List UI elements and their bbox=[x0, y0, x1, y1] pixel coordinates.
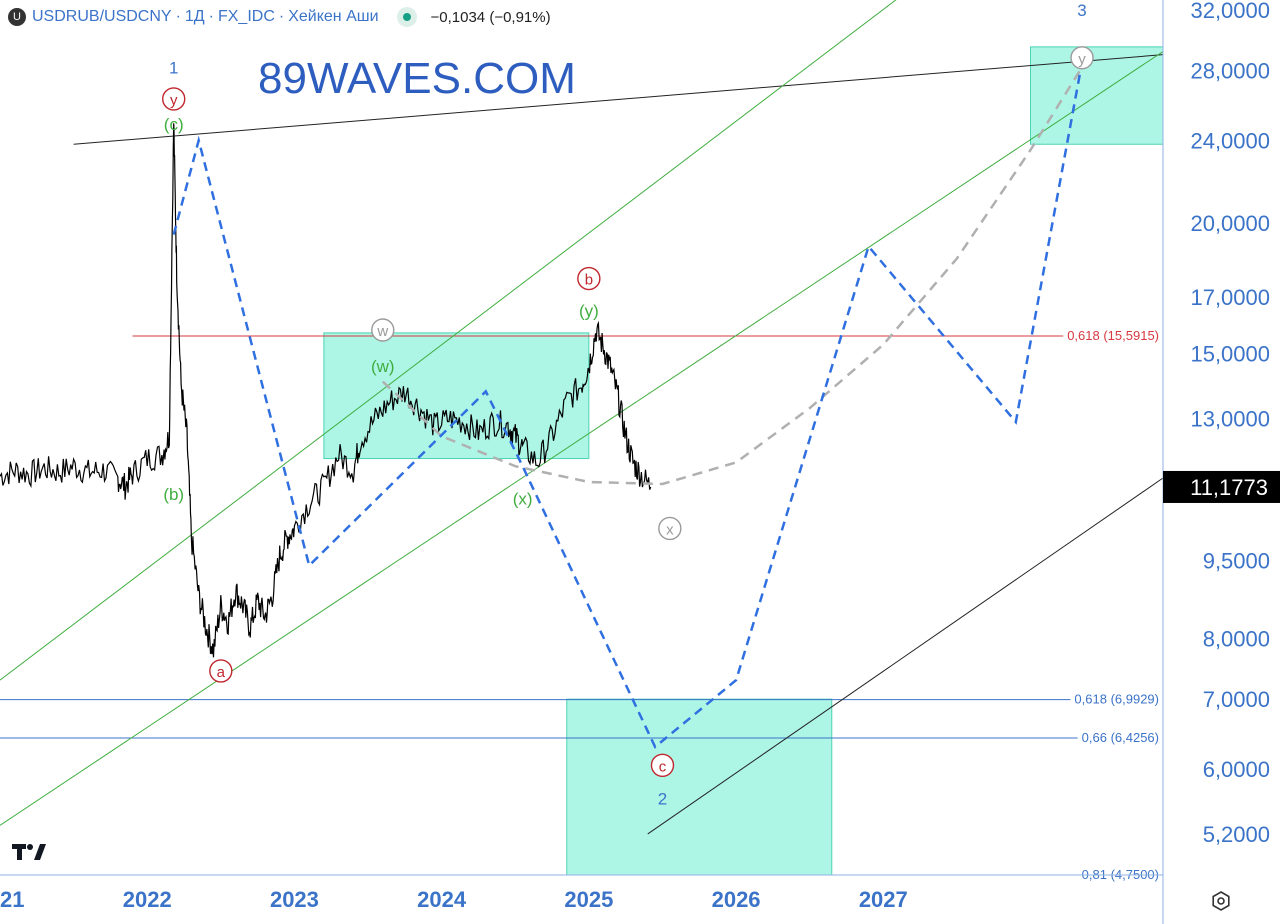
projection-path bbox=[172, 62, 1084, 749]
projection-curve bbox=[381, 66, 1084, 486]
fib-label: 0,618 (6,9929) bbox=[1074, 692, 1159, 707]
wave-label: (x) bbox=[513, 489, 533, 508]
x-tick-label: 2021 bbox=[0, 887, 24, 912]
wave-label: c bbox=[659, 758, 667, 775]
projection-layer bbox=[172, 62, 1084, 749]
last-price-tag bbox=[1163, 470, 1280, 503]
fib-label: 0,66 (6,4256) bbox=[1082, 730, 1159, 745]
wave-label-circle bbox=[658, 516, 682, 541]
zones-layer bbox=[323, 46, 1164, 876]
y-tick-label: 32,0000 bbox=[1190, 0, 1270, 23]
lower-trendline bbox=[647, 477, 1164, 835]
wave-label-circle bbox=[209, 659, 233, 683]
wave-label-circle bbox=[1070, 46, 1094, 70]
wave-label: 1 bbox=[169, 58, 178, 77]
y-tick-label: 6,0000 bbox=[1203, 757, 1270, 782]
wave-label: w bbox=[376, 323, 388, 340]
wave-label-circle bbox=[577, 266, 601, 291]
symbol-icon[interactable]: U bbox=[8, 8, 26, 26]
y-tick-label: 20,0000 bbox=[1190, 211, 1270, 236]
x-tick-label: 2026 bbox=[712, 887, 761, 912]
y-tick-label: 9,5000 bbox=[1203, 549, 1270, 574]
channel-mid bbox=[0, 51, 1164, 826]
x-tick-label: 2024 bbox=[417, 887, 467, 912]
price-line bbox=[0, 123, 652, 658]
x-tick-label: 2027 bbox=[859, 887, 908, 912]
y-tick-label: 28,0000 bbox=[1190, 59, 1270, 84]
fib-label-bg bbox=[1077, 729, 1163, 745]
fib-label: 0,618 (15,5915) bbox=[1067, 328, 1159, 343]
watermark-text: 89WAVES.COM bbox=[258, 54, 576, 103]
wave-label: b bbox=[585, 272, 593, 289]
y-tick-label: 13,0000 bbox=[1190, 406, 1270, 431]
upper-trendline bbox=[73, 54, 1164, 145]
wave-label: (y) bbox=[579, 301, 599, 320]
wave-label: 2 bbox=[658, 790, 667, 809]
separator-dot: · bbox=[208, 8, 214, 25]
fib-label-bg bbox=[1070, 691, 1163, 707]
wave-label: y bbox=[1078, 51, 1086, 68]
wave-label: x bbox=[666, 521, 674, 538]
wave-label: 3 bbox=[1077, 1, 1086, 20]
separator-dot: · bbox=[175, 8, 181, 25]
chart-header: U USDRUB/USDCNY · 1Д · FX_IDC · Хейкен А… bbox=[0, 0, 551, 34]
wave-label-circle bbox=[650, 753, 675, 778]
wave-label-circle bbox=[162, 87, 186, 111]
channel-top bbox=[0, 0, 897, 681]
price-layer bbox=[0, 123, 652, 658]
x-tick-label: 2025 bbox=[564, 887, 613, 912]
last-price-label: 11,1773 bbox=[1190, 475, 1268, 500]
fib-label-bg bbox=[1063, 328, 1163, 344]
y-tick-label: 7,0000 bbox=[1203, 687, 1270, 712]
wave-label: a bbox=[217, 664, 226, 681]
price-change: −0,1034 (−0,91%) bbox=[430, 8, 551, 26]
y-tick-label: 15,0000 bbox=[1190, 342, 1270, 367]
x-tick-label: 2023 bbox=[270, 887, 319, 912]
wave-label: (c) bbox=[164, 115, 184, 134]
trendlines-layer bbox=[0, 0, 1164, 835]
separator-dot: · bbox=[278, 8, 285, 25]
y-tick-label: 24,0000 bbox=[1190, 128, 1270, 153]
y-tick-label: 17,0000 bbox=[1190, 285, 1270, 310]
wave-label: y bbox=[170, 92, 178, 109]
settings-gear-icon[interactable] bbox=[1210, 890, 1232, 917]
tradingview-logo-icon[interactable] bbox=[12, 843, 46, 866]
interval-label[interactable]: 1Д bbox=[184, 8, 205, 25]
market-status-icon[interactable] bbox=[396, 7, 417, 27]
x-tick-label: 2022 bbox=[123, 887, 172, 912]
wave-wx-zone bbox=[323, 332, 590, 460]
y-tick-label: 8,0000 bbox=[1203, 627, 1270, 652]
wave-labels-layer: 1 y (c) (b) a w (w) (x) b (y) x c 2 3 y bbox=[162, 1, 1094, 809]
wave-label-circle bbox=[371, 318, 395, 342]
wave-label: (w) bbox=[371, 357, 395, 376]
source-label: FX_IDC bbox=[217, 8, 275, 25]
target-low-zone bbox=[566, 698, 833, 876]
symbol-name[interactable]: USDRUB/USDCNY bbox=[32, 8, 172, 25]
wave-label: (b) bbox=[163, 485, 184, 504]
y-tick-label: 5,2000 bbox=[1203, 822, 1270, 847]
chart-style-label[interactable]: Хейкен Аши bbox=[288, 8, 379, 25]
